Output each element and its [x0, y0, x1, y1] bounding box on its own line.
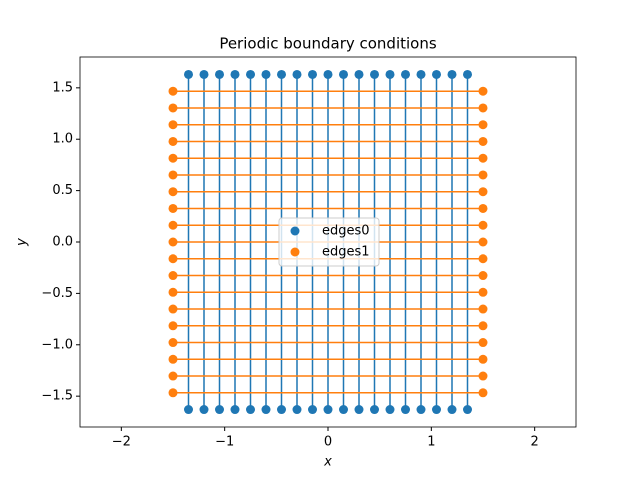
- point: [168, 287, 178, 297]
- x-axis-label: x: [323, 455, 332, 470]
- point: [199, 69, 209, 79]
- point: [478, 170, 488, 180]
- point: [478, 338, 488, 348]
- point: [323, 405, 333, 415]
- point: [168, 354, 178, 364]
- point: [261, 69, 271, 79]
- legend-marker: [290, 247, 300, 257]
- point: [432, 69, 441, 79]
- point: [246, 69, 255, 79]
- point: [478, 371, 488, 381]
- point: [168, 187, 178, 197]
- y-tick-label: −0.5: [41, 286, 73, 301]
- point: [354, 69, 364, 79]
- point: [168, 203, 178, 213]
- point: [478, 271, 488, 281]
- point: [401, 69, 410, 79]
- legend-box: [278, 217, 380, 267]
- point: [168, 220, 178, 230]
- point: [168, 388, 178, 398]
- point: [230, 69, 240, 79]
- point: [478, 237, 488, 247]
- point: [168, 86, 178, 96]
- point: [370, 405, 379, 415]
- point: [478, 187, 488, 197]
- y-tick-label: 1.5: [52, 80, 73, 95]
- point: [416, 69, 426, 79]
- y-tick-label: 0.5: [52, 183, 73, 198]
- point: [478, 136, 488, 146]
- y-tick-label: 1.0: [52, 132, 73, 147]
- point: [168, 120, 178, 130]
- point: [478, 388, 488, 398]
- y-tick-label: −1.0: [41, 337, 73, 352]
- point: [478, 86, 488, 96]
- point: [478, 304, 488, 314]
- x-tick-label: 0: [324, 435, 332, 450]
- y-axis-label: y: [15, 238, 30, 247]
- point: [385, 405, 395, 415]
- point: [168, 338, 178, 348]
- legend-label: edges1: [322, 245, 370, 260]
- y-tick-label: 0.0: [52, 235, 73, 250]
- point: [277, 69, 286, 79]
- point: [230, 405, 240, 415]
- point: [463, 405, 472, 415]
- point: [478, 203, 488, 213]
- point: [292, 405, 302, 415]
- point: [308, 69, 317, 79]
- point: [370, 69, 379, 79]
- y-tick-label: −1.5: [41, 389, 73, 404]
- point: [292, 69, 302, 79]
- point: [215, 405, 224, 415]
- point: [168, 304, 178, 314]
- point: [261, 405, 271, 415]
- point: [168, 271, 178, 281]
- x-tick-label: 1: [427, 435, 435, 450]
- point: [478, 103, 488, 113]
- plot-frame: [79, 56, 577, 428]
- point: [432, 405, 441, 415]
- x-tick-label: −2: [112, 435, 131, 450]
- point: [478, 220, 488, 230]
- point: [478, 287, 488, 297]
- point: [478, 120, 488, 130]
- point: [168, 170, 178, 180]
- point: [168, 103, 178, 113]
- legend-label: edges0: [322, 224, 370, 239]
- point: [168, 136, 178, 146]
- point: [168, 371, 178, 381]
- point: [246, 405, 255, 415]
- point: [416, 405, 426, 415]
- point: [184, 69, 193, 79]
- point: [354, 405, 364, 415]
- chart-title: Periodic boundary conditions: [219, 35, 437, 53]
- point: [339, 405, 348, 415]
- point: [308, 405, 317, 415]
- point: [168, 153, 178, 163]
- point: [339, 69, 348, 79]
- point: [478, 153, 488, 163]
- point: [447, 69, 457, 79]
- point: [168, 321, 178, 331]
- point: [199, 405, 209, 415]
- point: [277, 405, 286, 415]
- point: [463, 69, 472, 79]
- point: [168, 237, 178, 247]
- point: [478, 254, 488, 264]
- point: [385, 69, 395, 79]
- point: [478, 354, 488, 364]
- x-tick-label: −1: [215, 435, 234, 450]
- legend-marker: [290, 226, 300, 236]
- point: [168, 254, 178, 264]
- point: [401, 405, 410, 415]
- point: [478, 321, 488, 331]
- point: [447, 405, 457, 415]
- point: [215, 69, 224, 79]
- point: [184, 405, 193, 415]
- x-tick-label: 2: [531, 435, 539, 450]
- point: [323, 69, 333, 79]
